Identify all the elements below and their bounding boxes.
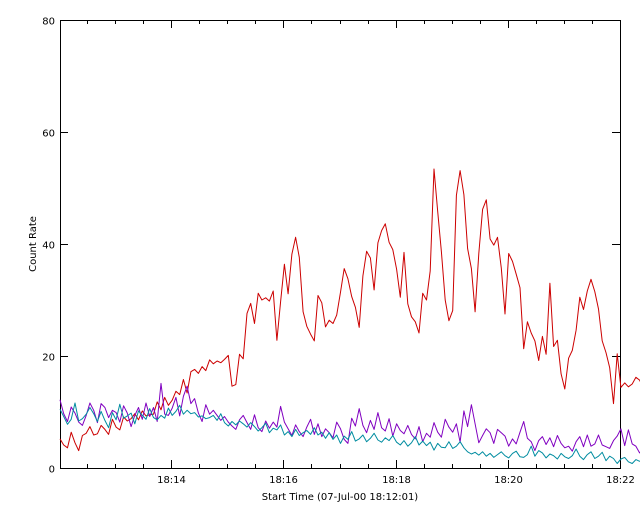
series-group xyxy=(59,168,640,464)
x-tick-label: 18:18 xyxy=(382,475,411,486)
y-tick-label: 60 xyxy=(42,129,55,140)
series-line-1 xyxy=(59,168,640,452)
y-axis-label: Count Rate xyxy=(28,216,39,272)
x-axis: 18:14 18:16 18:18 18:20 18:22 xyxy=(87,20,635,486)
y-axis: 0 20 40 60 80 xyxy=(42,17,620,476)
series-line-2 xyxy=(59,382,640,454)
y-tick-label: 0 xyxy=(49,465,55,476)
y-tick-label: 20 xyxy=(42,353,55,364)
x-tick-label: 18:22 xyxy=(606,475,635,486)
x-tick-label: 18:20 xyxy=(494,475,523,486)
series-line-3 xyxy=(59,402,640,464)
y-tick-label: 80 xyxy=(42,17,55,28)
plot-frame xyxy=(60,20,621,469)
y-tick-label: 40 xyxy=(42,241,55,252)
x-axis-label: Start Time (07-Jul-00 18:12:01) xyxy=(262,492,419,503)
x-tick-label: 18:16 xyxy=(269,475,298,486)
x-tick-label: 18:14 xyxy=(157,475,186,486)
